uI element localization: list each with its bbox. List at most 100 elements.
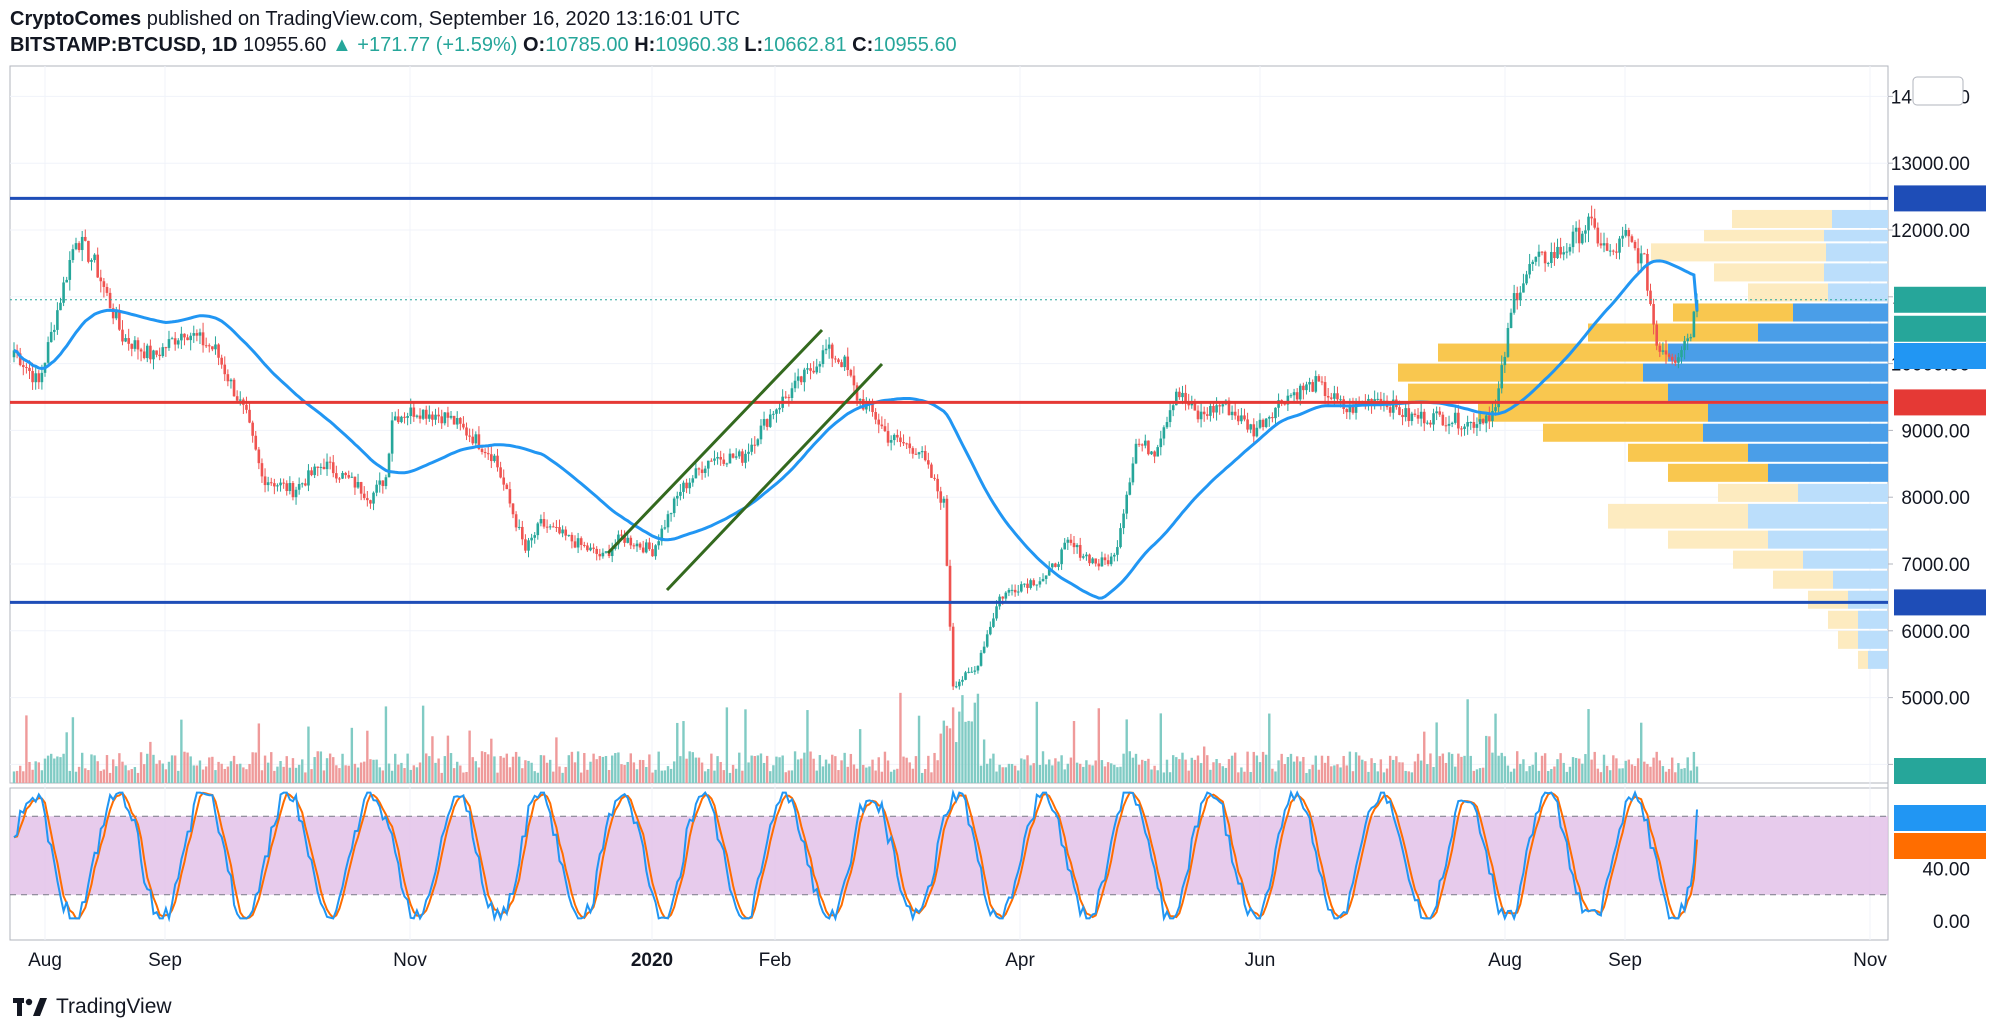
candle-body bbox=[176, 340, 180, 345]
candle-body bbox=[961, 679, 964, 682]
volume-bar bbox=[676, 722, 679, 783]
candle-body bbox=[440, 416, 444, 424]
volume-bar bbox=[235, 764, 239, 783]
volume-bar bbox=[610, 755, 614, 783]
volume-bar bbox=[821, 766, 825, 783]
volume-bar bbox=[350, 727, 354, 783]
volume-bar bbox=[65, 732, 68, 783]
candle-body bbox=[1512, 293, 1516, 313]
volume-bar bbox=[831, 754, 834, 783]
candle-body bbox=[229, 379, 233, 382]
volume-profile-bar bbox=[1704, 230, 1824, 242]
candle-body bbox=[1013, 589, 1017, 593]
candle-body bbox=[824, 348, 828, 351]
volume-bar bbox=[170, 755, 174, 783]
candle-body bbox=[1639, 253, 1643, 264]
volume-bar bbox=[871, 759, 874, 783]
candle-body bbox=[167, 339, 171, 348]
volume-bar bbox=[273, 770, 276, 783]
volume-bar bbox=[56, 756, 59, 783]
volume-bar bbox=[1419, 760, 1423, 783]
candle-body bbox=[728, 453, 732, 464]
candle-body bbox=[1475, 424, 1479, 428]
volume-bar bbox=[638, 759, 642, 783]
volume-bar bbox=[679, 756, 682, 783]
volume-bar bbox=[579, 772, 583, 783]
candle-body bbox=[855, 385, 859, 401]
volume-bar bbox=[632, 762, 636, 783]
publisher-name[interactable]: CryptoComes bbox=[10, 8, 142, 30]
volume-bar bbox=[688, 751, 691, 783]
volume-bar bbox=[68, 770, 71, 783]
volume-bar bbox=[142, 764, 146, 783]
candle-body bbox=[1407, 408, 1411, 422]
candle-body bbox=[1044, 575, 1048, 579]
volume-bar bbox=[1013, 765, 1017, 783]
volume-bar bbox=[276, 766, 279, 783]
candle-body bbox=[1500, 365, 1504, 389]
candle-body bbox=[273, 483, 276, 487]
candle-body bbox=[753, 444, 757, 446]
candle-body bbox=[948, 565, 952, 627]
volume-bar bbox=[1187, 770, 1190, 783]
volume-bar bbox=[1528, 766, 1531, 783]
candle-body bbox=[1326, 395, 1330, 398]
candle-body bbox=[982, 646, 986, 653]
volume-bar bbox=[511, 756, 515, 783]
volume-profile-bar bbox=[1868, 650, 1888, 669]
candle-body bbox=[1243, 415, 1246, 420]
candle-body bbox=[415, 415, 419, 417]
candle-body bbox=[1497, 388, 1500, 408]
candle-body bbox=[1522, 283, 1525, 293]
volume-bar bbox=[1137, 764, 1141, 783]
volume-bar bbox=[1066, 763, 1070, 783]
volume-bar bbox=[1311, 764, 1314, 783]
volume-bar bbox=[229, 761, 233, 783]
candle-body bbox=[1305, 384, 1308, 391]
candle-body bbox=[474, 434, 478, 444]
volume-bar bbox=[1556, 759, 1559, 783]
candle-body bbox=[294, 489, 298, 498]
candle-body bbox=[232, 379, 236, 397]
candle-body bbox=[958, 681, 961, 687]
candle-body bbox=[1686, 338, 1690, 342]
candle-body bbox=[1636, 248, 1640, 264]
moving-average-line bbox=[13, 259, 1699, 600]
volume-bar bbox=[1348, 751, 1352, 783]
volume-bar bbox=[601, 756, 605, 783]
price-tick-label: 6000.00 bbox=[1901, 622, 1970, 643]
volume-bar bbox=[155, 763, 158, 783]
volume-bar bbox=[846, 766, 849, 783]
candle-body bbox=[1057, 564, 1060, 567]
candle-body bbox=[62, 282, 65, 303]
candle-body bbox=[455, 418, 459, 425]
volume-bar bbox=[74, 771, 78, 783]
volume-profile-bar bbox=[1643, 363, 1888, 382]
candle-body bbox=[403, 416, 406, 418]
candle-body bbox=[936, 478, 939, 492]
volume-bar bbox=[1401, 762, 1404, 783]
volume-bar bbox=[1094, 760, 1097, 783]
volume-bar bbox=[335, 765, 338, 783]
candle-body bbox=[1100, 557, 1104, 567]
candle-body bbox=[1354, 401, 1358, 413]
volume-bar bbox=[1522, 759, 1525, 783]
candle-body bbox=[1655, 324, 1659, 346]
volume-bar bbox=[1481, 767, 1485, 783]
candle-body bbox=[1683, 341, 1686, 351]
candle-body bbox=[1441, 414, 1445, 426]
volume-bar bbox=[409, 769, 412, 783]
volume-bar bbox=[505, 753, 509, 783]
footer-brand[interactable]: TradingView bbox=[56, 995, 172, 1018]
candle-body bbox=[56, 310, 59, 330]
volume-bar bbox=[18, 765, 22, 783]
candle-body bbox=[204, 345, 208, 347]
volume-bar bbox=[1249, 771, 1252, 783]
volume-bar bbox=[719, 762, 722, 783]
close-label: C: bbox=[852, 34, 874, 56]
volume-bar bbox=[285, 756, 288, 783]
volume-bar bbox=[536, 772, 540, 783]
time-label: Apr bbox=[1005, 950, 1035, 971]
volume-bar bbox=[108, 772, 112, 783]
